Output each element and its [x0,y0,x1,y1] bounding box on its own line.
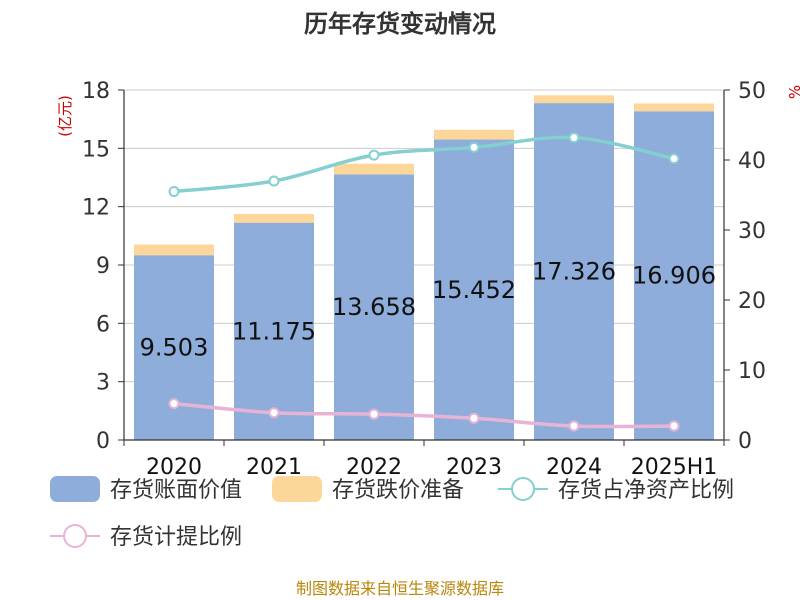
x-axis-category-label: 2025H1 [631,455,718,480]
left-axis-tick-label: 3 [96,371,110,396]
line-net-asset-ratio [173,135,675,194]
bar-value-label: 15.452 [432,276,516,304]
x-axis-category-label: 2023 [446,455,502,480]
left-axis-tick-label: 9 [96,254,110,279]
right-axis-tick-label: 10 [738,359,766,384]
legend-label: 存货计提比例 [110,525,242,550]
point-net-asset-ratio [368,149,380,161]
bar-impairment [534,95,614,104]
left-axis-tick-label: 6 [96,312,110,337]
right-axis-tick-label: 50 [738,79,766,104]
x-axis-category-label: 2020 [146,455,202,480]
legend-label: 存货账面价值 [110,478,242,503]
bar-book-value [134,255,214,440]
point-net-asset-ratio [168,186,180,197]
legend-item: 存货占净资产比例 [498,477,734,503]
bar-book-value [334,174,414,440]
bar-book-value [634,111,714,441]
legend-label: 存货跌价准备 [332,478,464,503]
bar-book-value [534,103,614,440]
left-axis-tick-label: 15 [82,137,110,162]
bar-impairment [334,163,414,175]
legend-swatch [272,476,322,502]
bar-book-value [434,139,514,441]
left-axis-unit: (亿元) [56,95,74,137]
right-axis-tick-label: 0 [738,429,752,454]
axes: 0 3 6 9 12 15 18 0 10 20 30 40 50 2020 2021 2022 2023 202… [82,79,766,480]
chart-title: 历年存货变动情况 [304,10,496,38]
right-axis-unit: % [786,85,800,99]
legend-swatch [50,476,100,502]
line-provision-ratio [173,401,675,429]
point-provision-ratio [268,407,280,419]
grid [124,89,724,383]
bar-impairment [234,213,314,223]
left-axis-tick-label: 18 [82,79,110,104]
right-axis-tick-label: 20 [738,289,766,314]
x-axis-category-label: 2021 [246,455,302,480]
value-labels: 9.503 11.175 13.658 15.452 17.326 16.906 [140,258,716,362]
point-provision-ratio [368,408,380,420]
right-axis-tick-label: 40 [738,149,766,174]
point-provision-ratio [468,412,480,424]
footer-source: 制图数据来自恒生聚源数据库 [296,579,504,598]
legend-item: 存货账面价值 [50,476,242,503]
point-provision-ratio [668,420,680,432]
right-axis-tick-label: 30 [738,219,766,244]
bar-book-value [234,222,314,440]
point-provision-ratio [568,420,580,432]
legend-swatch-marker [511,477,535,501]
bar-value-label: 16.906 [632,262,716,290]
legend-item: 存货跌价准备 [272,476,464,503]
left-axis-tick-label: 12 [82,196,110,221]
x-axis-category-label: 2022 [346,455,402,480]
legend-swatch-marker [63,524,87,548]
point-net-asset-ratio [468,141,480,153]
point-net-asset-ratio [268,175,280,187]
bar-impairment [434,129,514,140]
bar-value-label: 9.503 [140,334,209,362]
bar-impairment [134,244,214,256]
lines [168,132,680,432]
bar-value-label: 13.658 [332,293,416,321]
bars [134,95,714,441]
bar-value-label: 17.326 [532,258,616,286]
point-provision-ratio [168,398,180,410]
legend-label: 存货占净资产比例 [558,478,734,503]
point-net-asset-ratio [668,153,680,165]
bar-value-label: 11.175 [232,317,316,345]
x-axis-category-label: 2024 [546,455,602,480]
bar-impairment [634,103,714,112]
point-net-asset-ratio [568,132,580,144]
legend-item: 存货计提比例 [50,524,242,550]
left-axis-tick-label: 0 [96,429,110,454]
